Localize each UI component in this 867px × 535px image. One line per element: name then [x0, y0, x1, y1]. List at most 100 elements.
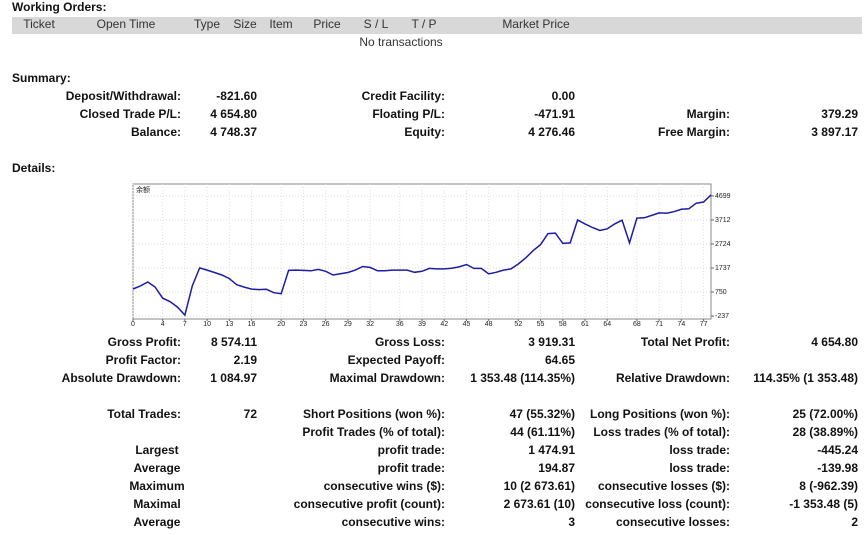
x-tick-label: 26	[322, 321, 330, 328]
field-value: 2 673.61 (10)	[504, 497, 575, 511]
group-label: Largest	[135, 443, 178, 457]
x-tick-label: 36	[396, 321, 404, 328]
x-tick-label: 29	[344, 321, 352, 328]
field-label: Profit Factor:	[106, 353, 181, 367]
x-tick-label: 64	[603, 321, 611, 328]
empty-note: No transactions	[359, 35, 442, 49]
field-label: Margin:	[687, 107, 730, 121]
y-tick-label: 3712	[715, 217, 731, 224]
x-tick-label: 71	[655, 321, 663, 328]
field-value: 3	[568, 515, 575, 529]
field-label: Absolute Drawdown:	[62, 371, 181, 385]
field-value: -1 353.48 (5)	[789, 497, 858, 511]
y-tick-label: -237	[715, 313, 729, 320]
x-tick-label: 13	[225, 321, 233, 328]
x-tick-label: 10	[203, 321, 211, 328]
group-label: Average	[134, 515, 181, 529]
series-label: 余额	[136, 185, 150, 194]
field-value: 4 654.80	[210, 107, 257, 121]
field-label: consecutive wins:	[342, 515, 445, 529]
field-label: consecutive loss (count):	[585, 497, 730, 511]
field-value: 114.35% (1 353.48)	[753, 371, 858, 385]
y-tick-label: 4699	[715, 193, 731, 200]
field-label: Short Positions (won %):	[303, 407, 445, 421]
column-header: S / L	[364, 17, 389, 31]
x-tick-label: 42	[440, 321, 448, 328]
section-title: Details:	[12, 161, 55, 175]
field-label: profit trade:	[378, 443, 445, 457]
x-tick-label: 39	[418, 321, 426, 328]
x-tick-label: 58	[559, 321, 567, 328]
section-title: Working Orders:	[12, 0, 106, 14]
x-tick-label: 23	[300, 321, 308, 328]
field-label: Profit Trades (% of total):	[302, 425, 445, 439]
field-label: Total Trades:	[107, 407, 181, 421]
group-label: Average	[134, 461, 181, 475]
x-tick-label: 48	[485, 321, 493, 328]
field-value: 10 (2 673.61)	[504, 479, 575, 493]
field-label: Loss trades (% of total):	[593, 425, 730, 439]
field-label: Maximal Drawdown:	[330, 371, 445, 385]
field-label: consecutive losses:	[616, 515, 730, 529]
column-header: Ticket	[23, 17, 55, 31]
x-tick-label: 7	[183, 321, 187, 328]
field-label: Gross Loss:	[375, 335, 445, 349]
field-value: 1 474.91	[528, 443, 575, 457]
column-header: Item	[269, 17, 292, 31]
field-label: Credit Facility:	[362, 89, 445, 103]
column-header: Price	[313, 17, 341, 31]
field-label: Closed Trade P/L:	[80, 107, 181, 121]
x-tick-label: 32	[366, 321, 374, 328]
field-label: Deposit/Withdrawal:	[66, 89, 181, 103]
column-header: Type	[194, 17, 220, 31]
y-tick-label: 750	[715, 289, 727, 296]
field-value: 47 (55.32%)	[510, 407, 575, 421]
field-value: -821.60	[216, 89, 257, 103]
field-label: Relative Drawdown:	[616, 371, 730, 385]
group-label: Maximal	[133, 497, 180, 511]
x-tick-label: 74	[677, 321, 685, 328]
field-value: -471.91	[534, 107, 575, 121]
field-label: Equity:	[404, 125, 445, 139]
field-value: 1 353.48 (114.35%)	[470, 371, 575, 385]
field-value: 8 (-962.39)	[799, 479, 858, 493]
x-tick-label: 20	[277, 321, 285, 328]
field-label: Balance:	[131, 125, 181, 139]
field-label: consecutive losses ($):	[598, 479, 730, 493]
field-value: 4 276.46	[528, 125, 575, 139]
column-header: Size	[233, 17, 257, 31]
x-tick-label: 77	[700, 321, 708, 328]
field-value: 2.19	[234, 353, 258, 367]
x-tick-label: 45	[463, 321, 471, 328]
field-value: 194.87	[538, 461, 575, 475]
field-label: loss trade:	[669, 443, 730, 457]
field-value: 28 (38.89%)	[793, 425, 858, 439]
field-label: profit trade:	[378, 461, 445, 475]
column-header: Open Time	[97, 17, 156, 31]
field-value: -139.98	[817, 461, 858, 475]
field-label: Expected Payoff:	[348, 353, 445, 367]
field-value: 4 748.37	[210, 125, 257, 139]
x-tick-label: 68	[633, 321, 641, 328]
field-label: loss trade:	[669, 461, 730, 475]
field-label: Long Positions (won %):	[590, 407, 730, 421]
field-value: 72	[244, 407, 258, 421]
x-tick-label: 0	[131, 321, 135, 328]
field-value: 1 084.97	[210, 371, 257, 385]
field-value: 64.65	[545, 353, 575, 367]
field-label: Free Margin:	[658, 125, 730, 139]
field-value: 0.00	[552, 89, 576, 103]
field-value: 44 (61.11%)	[510, 425, 575, 439]
field-label: consecutive profit (count):	[294, 497, 445, 511]
field-label: consecutive wins ($):	[324, 479, 445, 493]
column-header: Market Price	[502, 17, 570, 31]
field-value: 3 919.31	[528, 335, 575, 349]
x-tick-label: 55	[537, 321, 545, 328]
x-tick-label: 4	[161, 321, 165, 328]
balance-line	[132, 194, 712, 317]
x-tick-label: 16	[248, 321, 256, 328]
table-header-bar	[12, 17, 862, 34]
x-tick-label: 52	[514, 321, 522, 328]
y-tick-label: 1737	[715, 265, 731, 272]
